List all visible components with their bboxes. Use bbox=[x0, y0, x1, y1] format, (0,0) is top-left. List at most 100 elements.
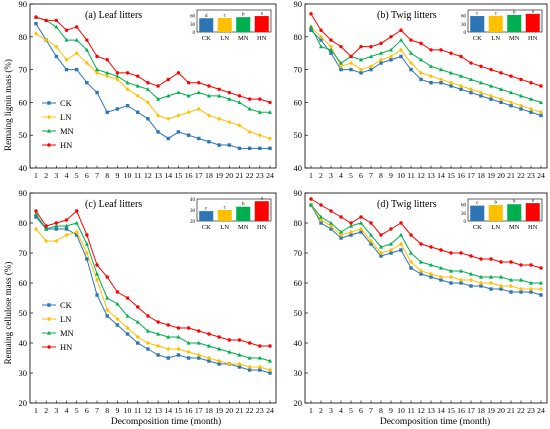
legend-label-ck: CK bbox=[60, 300, 73, 310]
data-point-mn bbox=[409, 250, 413, 255]
y-tick-label: 40 bbox=[19, 163, 28, 173]
data-point-ck bbox=[519, 107, 523, 111]
inset-x-label: HN bbox=[257, 224, 267, 231]
x-tick-label: 22 bbox=[246, 171, 254, 180]
x-tick-label: 24 bbox=[537, 406, 545, 415]
x-tick-label: 10 bbox=[124, 406, 132, 415]
y-tick-label: 50 bbox=[19, 130, 28, 140]
x-tick-label: 5 bbox=[349, 406, 353, 415]
data-point-ck bbox=[227, 143, 232, 147]
x-tick-label: 20 bbox=[497, 171, 505, 180]
x-tick-label: 13 bbox=[154, 406, 162, 415]
data-point-ln bbox=[166, 346, 171, 352]
inset-y-tick-label: 20 bbox=[190, 220, 196, 225]
data-point-hn bbox=[349, 54, 353, 59]
data-point-mn bbox=[125, 313, 130, 318]
data-point-ln bbox=[217, 358, 222, 364]
data-point-ln bbox=[499, 283, 503, 289]
data-point-ck bbox=[54, 227, 59, 231]
data-point-mn bbox=[247, 106, 252, 111]
data-point-mn bbox=[206, 93, 211, 98]
data-point-ck bbox=[268, 371, 272, 375]
data-point-hn bbox=[176, 71, 181, 75]
x-tick-label: 11 bbox=[407, 171, 415, 180]
data-point-hn bbox=[539, 84, 543, 88]
data-point-ck bbox=[369, 67, 373, 72]
data-point-ck bbox=[339, 67, 343, 72]
legend-label-ck: CK bbox=[60, 98, 73, 108]
series-line-hn bbox=[310, 13, 542, 87]
series-line-mn bbox=[35, 16, 270, 113]
legend-marker-ck bbox=[47, 303, 51, 307]
inset-frame bbox=[467, 198, 543, 222]
data-point-hn bbox=[115, 71, 120, 75]
data-point-mn bbox=[227, 349, 232, 354]
inset-bar-ln bbox=[488, 15, 503, 32]
data-point-mn bbox=[469, 271, 473, 276]
data-point-ck bbox=[176, 130, 181, 134]
data-point-hn bbox=[237, 338, 242, 342]
x-tick-label: 23 bbox=[527, 406, 535, 415]
y-tick-label: 70 bbox=[294, 248, 303, 258]
x-tick-label: 17 bbox=[467, 171, 475, 180]
x-tick-label: 22 bbox=[246, 406, 254, 415]
data-point-hn bbox=[74, 25, 79, 29]
legend-marker-hn bbox=[47, 143, 51, 147]
data-point-hn bbox=[399, 221, 403, 225]
inset-bar-ck bbox=[199, 18, 214, 32]
data-point-ln bbox=[84, 250, 89, 256]
data-point-ck bbox=[539, 293, 543, 297]
data-point-ln bbox=[268, 367, 272, 373]
data-point-ck bbox=[74, 67, 79, 72]
data-point-mn bbox=[439, 67, 443, 72]
data-point-ln bbox=[247, 364, 252, 370]
data-point-hn bbox=[166, 77, 170, 82]
data-point-mn bbox=[186, 340, 191, 345]
x-tick-label: 19 bbox=[487, 171, 495, 180]
inset-x-label: MN bbox=[238, 224, 249, 231]
x-tick-label: 4 bbox=[339, 171, 343, 180]
data-point-ck bbox=[369, 242, 373, 246]
inset-y-tick-label: 30 bbox=[190, 23, 196, 28]
data-point-ck bbox=[529, 290, 533, 294]
y-tick-label: 90 bbox=[294, 0, 303, 9]
data-point-hn bbox=[64, 218, 69, 222]
legend-marker-mn bbox=[47, 128, 51, 133]
data-point-mn bbox=[84, 47, 89, 52]
series-line-mn bbox=[35, 213, 271, 362]
data-point-ln bbox=[519, 103, 523, 108]
data-point-ln bbox=[145, 340, 150, 346]
data-point-mn bbox=[309, 24, 313, 29]
data-point-ln bbox=[44, 238, 49, 244]
data-point-hn bbox=[429, 48, 433, 52]
data-point-mn bbox=[217, 346, 222, 351]
x-tick-label: 5 bbox=[349, 171, 353, 180]
legend-label-mn: MN bbox=[60, 126, 74, 136]
inset-bar-mn bbox=[236, 206, 251, 221]
y-tick-label: 30 bbox=[19, 368, 28, 378]
x-tick-label: 2 bbox=[44, 171, 48, 180]
data-point-mn bbox=[105, 70, 110, 75]
data-point-ln bbox=[389, 54, 393, 59]
data-point-ln bbox=[479, 90, 483, 95]
data-point-ln bbox=[176, 113, 181, 118]
data-point-hn bbox=[34, 15, 38, 19]
inset-x-label: CK bbox=[202, 35, 211, 42]
y-tick-label: 60 bbox=[19, 278, 28, 288]
data-point-ck bbox=[64, 67, 69, 72]
x-tick-label: 16 bbox=[457, 171, 465, 180]
inset-frame bbox=[196, 198, 272, 222]
x-tick-label: 5 bbox=[75, 406, 79, 415]
data-point-mn bbox=[268, 358, 272, 363]
data-point-ck bbox=[247, 368, 252, 372]
data-point-hn bbox=[389, 227, 393, 231]
y-tick-label: 40 bbox=[294, 338, 303, 348]
data-point-hn bbox=[74, 209, 79, 213]
x-tick-label: 18 bbox=[205, 406, 213, 415]
data-point-ck bbox=[197, 136, 201, 141]
data-point-ck bbox=[146, 117, 150, 121]
data-point-mn bbox=[166, 334, 171, 339]
data-point-hn bbox=[156, 84, 160, 88]
data-point-hn bbox=[319, 203, 323, 207]
data-point-hn bbox=[309, 12, 313, 16]
